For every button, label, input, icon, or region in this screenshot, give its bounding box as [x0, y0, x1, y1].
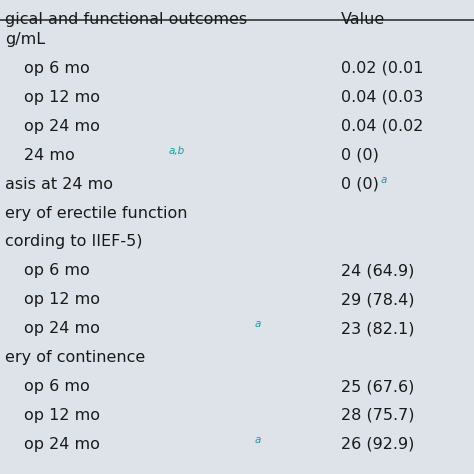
Text: Value: Value	[341, 12, 385, 27]
Text: cording to IIEF-5): cording to IIEF-5)	[5, 235, 142, 249]
Text: 0.04 (0.03: 0.04 (0.03	[341, 90, 424, 105]
Text: op 24 mo: op 24 mo	[24, 437, 100, 452]
Text: op 12 mo: op 12 mo	[24, 90, 100, 105]
Text: op 24 mo: op 24 mo	[24, 119, 100, 134]
Text: op 6 mo: op 6 mo	[24, 379, 90, 394]
Text: 28 (75.7): 28 (75.7)	[341, 408, 415, 423]
Text: a: a	[380, 175, 387, 185]
Text: 0.04 (0.02: 0.04 (0.02	[341, 119, 424, 134]
Text: op 24 mo: op 24 mo	[24, 321, 100, 336]
Text: op 6 mo: op 6 mo	[24, 61, 90, 76]
Text: a: a	[255, 435, 261, 445]
Text: ery of erectile function: ery of erectile function	[5, 206, 187, 220]
Text: g/mL: g/mL	[5, 32, 45, 47]
Text: 24 (64.9): 24 (64.9)	[341, 264, 415, 278]
Text: op 6 mo: op 6 mo	[24, 264, 90, 278]
Text: op 12 mo: op 12 mo	[24, 408, 100, 423]
Text: 0.02 (0.01: 0.02 (0.01	[341, 61, 424, 76]
Text: a,b: a,b	[168, 146, 184, 156]
Text: 24 mo: 24 mo	[24, 148, 74, 163]
Text: ery of continence: ery of continence	[5, 350, 145, 365]
Text: 0 (0): 0 (0)	[341, 148, 379, 163]
Text: op 12 mo: op 12 mo	[24, 292, 100, 307]
Text: 26 (92.9): 26 (92.9)	[341, 437, 415, 452]
Text: 29 (78.4): 29 (78.4)	[341, 292, 415, 307]
Text: gical and functional outcomes: gical and functional outcomes	[5, 12, 247, 27]
Text: a: a	[255, 319, 261, 329]
Text: asis at 24 mo: asis at 24 mo	[5, 177, 113, 191]
Text: 25 (67.6): 25 (67.6)	[341, 379, 415, 394]
Text: 23 (82.1): 23 (82.1)	[341, 321, 415, 336]
Text: 0 (0): 0 (0)	[341, 177, 379, 191]
